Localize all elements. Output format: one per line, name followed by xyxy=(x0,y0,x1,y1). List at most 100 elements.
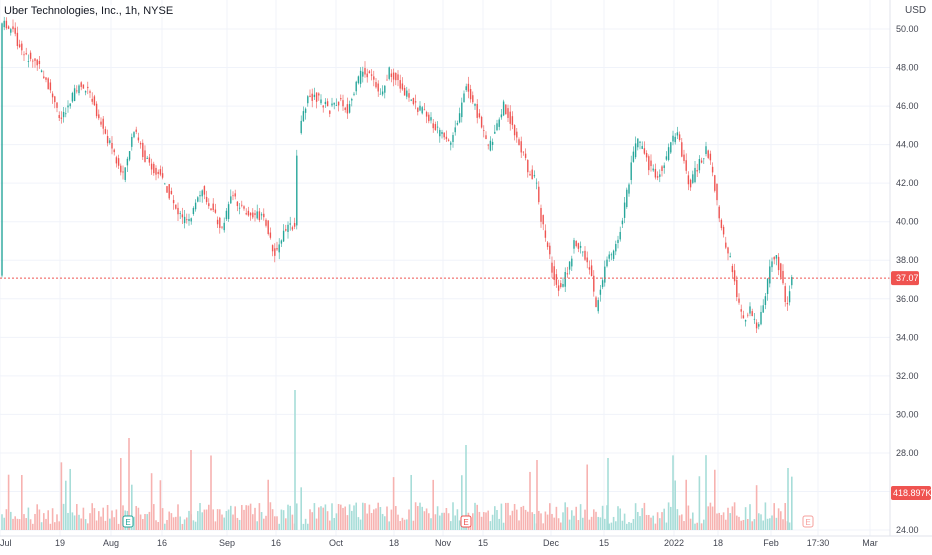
volume-bar xyxy=(359,519,362,530)
volume-bar xyxy=(711,506,714,530)
volume-bar xyxy=(353,505,355,530)
volume-bar xyxy=(221,514,223,530)
volume-bar xyxy=(247,505,250,530)
candle-body xyxy=(102,118,104,129)
candle-body xyxy=(280,240,283,244)
volume-bar xyxy=(538,510,540,530)
candle-body xyxy=(452,135,454,142)
time-tick-label: Aug xyxy=(103,538,119,548)
candle-body xyxy=(100,121,102,125)
price-axis-panel[interactable] xyxy=(890,0,932,536)
candle-body xyxy=(40,70,43,73)
price-tick-label: 50.00 xyxy=(896,24,919,34)
candle-body xyxy=(60,117,63,119)
volume-bar xyxy=(505,502,507,530)
volume-bar xyxy=(593,509,595,530)
candle-body xyxy=(634,143,637,158)
volume-bar xyxy=(381,513,384,530)
candle-body xyxy=(436,126,439,128)
candle-body xyxy=(568,261,571,270)
volume-bar xyxy=(111,510,113,530)
volume-bar xyxy=(692,512,694,530)
candle-body xyxy=(47,78,49,90)
volume-bar xyxy=(45,518,47,530)
candle-body xyxy=(150,163,153,170)
candle-body xyxy=(694,167,696,183)
volume-bar xyxy=(192,520,195,530)
volume-bar xyxy=(241,505,243,530)
candle-body xyxy=(342,100,344,107)
time-axis-panel[interactable] xyxy=(0,536,932,550)
volume-bar xyxy=(509,515,511,530)
candle-body xyxy=(777,256,780,271)
volume-bar xyxy=(520,506,522,530)
candle-body xyxy=(485,135,487,140)
candle-body xyxy=(487,144,489,146)
volume-bar xyxy=(678,515,681,530)
candle-body xyxy=(384,85,386,93)
volume-bar xyxy=(285,518,287,530)
candle-body xyxy=(606,259,608,267)
candle-body xyxy=(513,125,516,136)
candle-body xyxy=(450,142,452,145)
volume-bar xyxy=(49,523,52,530)
candle-body xyxy=(524,153,527,158)
candle-body xyxy=(423,109,426,111)
volume-bar xyxy=(181,523,184,530)
candle-body xyxy=(56,102,58,108)
candle-body xyxy=(736,279,738,298)
currency-label[interactable]: USD xyxy=(905,5,927,16)
volume-bar xyxy=(370,513,373,530)
volume-bar xyxy=(5,509,8,530)
volume-bar xyxy=(395,506,397,530)
candle-body xyxy=(639,141,641,143)
volume-bar xyxy=(188,510,190,530)
candle-body xyxy=(117,158,120,166)
candle-body xyxy=(584,250,586,260)
volume-bar xyxy=(773,503,775,530)
volume-bar xyxy=(109,518,111,530)
volume-bar xyxy=(698,476,701,530)
candle-body xyxy=(232,195,234,197)
earnings-marker-label: E xyxy=(463,518,468,527)
volume-bar xyxy=(551,513,553,530)
earnings-marker[interactable] xyxy=(460,515,472,528)
candle-body xyxy=(392,72,395,80)
candle-body xyxy=(258,211,261,221)
volume-bar xyxy=(604,518,606,530)
candle-body xyxy=(632,151,635,162)
earnings-marker[interactable] xyxy=(122,515,134,528)
candle-body xyxy=(337,101,340,106)
candle-body xyxy=(201,190,203,197)
candle-body xyxy=(681,142,683,157)
volume-bar xyxy=(115,509,118,530)
volume-bar xyxy=(610,522,613,530)
candle-body xyxy=(69,103,71,107)
earnings-marker[interactable] xyxy=(802,515,814,528)
candle-body xyxy=(267,220,269,234)
candle-body xyxy=(533,175,536,177)
candle-body xyxy=(80,82,82,87)
volume-bar xyxy=(428,513,430,530)
volume-bar xyxy=(650,517,652,530)
volume-bar xyxy=(302,523,305,530)
candle-body xyxy=(230,196,232,204)
volume-bar xyxy=(238,519,241,530)
volume-bar xyxy=(36,504,38,530)
last-price-badge xyxy=(891,271,919,286)
volume-bar xyxy=(720,514,723,530)
time-tick-label: 2022 xyxy=(664,538,684,548)
candle-body xyxy=(562,284,564,287)
volume-bar xyxy=(709,502,712,530)
candle-body xyxy=(709,153,712,161)
candle-body xyxy=(555,274,558,285)
candle-body xyxy=(296,155,298,226)
volume-bar xyxy=(436,506,439,530)
candle-body xyxy=(32,60,34,62)
candle-body xyxy=(359,70,362,84)
candle-body xyxy=(14,27,16,34)
candle-body xyxy=(500,114,503,118)
time-tick-label: Feb xyxy=(763,538,779,548)
